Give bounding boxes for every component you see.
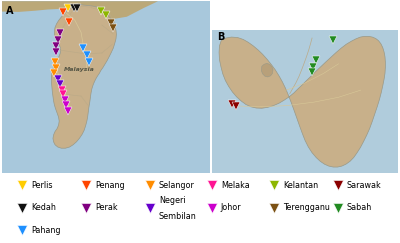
Text: B: B bbox=[217, 32, 224, 42]
Text: Malaysia: Malaysia bbox=[64, 67, 94, 72]
Text: Selangor: Selangor bbox=[159, 181, 195, 190]
Text: Negeri: Negeri bbox=[159, 196, 186, 205]
Text: Pahang: Pahang bbox=[31, 226, 60, 235]
Text: Johor: Johor bbox=[221, 203, 242, 212]
Text: Sarawak: Sarawak bbox=[347, 181, 382, 190]
Text: Kedah: Kedah bbox=[31, 203, 56, 212]
Polygon shape bbox=[2, 1, 158, 19]
Polygon shape bbox=[219, 36, 385, 167]
Text: Perlis: Perlis bbox=[31, 181, 52, 190]
Text: Sembilan: Sembilan bbox=[159, 212, 196, 221]
Polygon shape bbox=[261, 63, 273, 77]
Text: Perak: Perak bbox=[95, 203, 118, 212]
Text: Sabah: Sabah bbox=[347, 203, 372, 212]
Text: Kelantan: Kelantan bbox=[283, 181, 318, 190]
Text: Terengganu: Terengganu bbox=[283, 203, 330, 212]
Polygon shape bbox=[52, 4, 116, 148]
Text: A: A bbox=[6, 6, 13, 16]
Text: Melaka: Melaka bbox=[221, 181, 250, 190]
Text: Penang: Penang bbox=[95, 181, 124, 190]
